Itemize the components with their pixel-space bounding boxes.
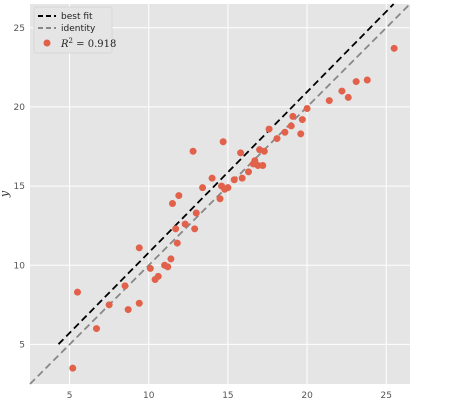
x-tick-label: 20 <box>301 391 313 401</box>
data-point <box>192 209 200 217</box>
data-point <box>93 325 100 333</box>
data-point <box>167 255 175 263</box>
data-point <box>344 93 352 101</box>
legend-box <box>33 6 113 54</box>
data-point <box>273 135 281 143</box>
y-tick-label: 25 <box>14 24 25 34</box>
data-point <box>208 174 216 182</box>
data-point <box>352 78 360 86</box>
data-point <box>390 44 398 52</box>
legend-identity-label: identity <box>61 24 96 34</box>
x-tick-label: 5 <box>67 391 73 401</box>
data-point <box>121 282 129 290</box>
data-point <box>69 364 77 372</box>
legend-r-superscript: 2 <box>69 37 73 45</box>
grid <box>30 4 410 384</box>
data-point <box>338 87 346 95</box>
data-point <box>303 105 311 112</box>
x-axis-ticks: 5 10 15 20 25 <box>67 391 392 401</box>
data-point <box>191 225 199 233</box>
data-point <box>173 239 181 247</box>
data-point <box>181 220 189 228</box>
data-point <box>287 122 295 130</box>
y-tick-label: 20 <box>14 103 26 113</box>
data-point <box>237 149 245 157</box>
data-point <box>199 184 207 192</box>
data-point <box>146 264 154 272</box>
data-point <box>74 288 81 296</box>
legend-r-value: = 0.918 <box>73 39 116 50</box>
x-tick-label: 25 <box>381 391 392 401</box>
data-point <box>224 184 232 192</box>
y-axis-label: y <box>0 190 11 198</box>
data-point <box>189 147 197 155</box>
data-point <box>230 176 238 184</box>
y-tick-label: 15 <box>14 182 25 192</box>
data-point <box>154 272 162 280</box>
data-point <box>363 76 371 84</box>
data-point <box>175 192 183 200</box>
data-points <box>69 44 398 372</box>
x-tick-label: 10 <box>143 391 155 401</box>
data-point <box>135 299 143 307</box>
data-point <box>260 147 268 155</box>
data-point <box>265 125 273 133</box>
fit-lines <box>29 3 411 385</box>
data-point <box>169 200 176 207</box>
data-point <box>238 174 246 182</box>
y-axis-ticks: 5 10 15 20 25 <box>14 24 26 351</box>
data-point <box>259 162 267 169</box>
data-point <box>281 128 289 136</box>
legend-points-swatch <box>43 39 51 47</box>
y-tick-label: 10 <box>14 261 26 271</box>
identity-line <box>29 3 411 385</box>
y-tick-label: 5 <box>19 340 25 350</box>
data-point <box>219 138 227 146</box>
legend-r-symbol: R <box>60 39 69 50</box>
data-point <box>245 168 252 176</box>
data-point <box>135 244 143 252</box>
data-point <box>216 195 224 203</box>
best-fit-line <box>57 3 395 345</box>
data-point <box>297 130 305 138</box>
data-point <box>289 112 297 120</box>
data-point <box>124 306 132 314</box>
data-point <box>298 116 306 124</box>
x-tick-label: 15 <box>222 391 233 401</box>
data-point <box>164 263 172 271</box>
legend-best-fit-label: best fit <box>61 12 93 22</box>
data-point <box>325 97 333 105</box>
legend: best fit identity R2 = 0.918 <box>33 6 116 54</box>
legend-points-label: R2 = 0.918 <box>60 37 116 50</box>
data-point <box>105 301 113 309</box>
data-point <box>172 225 180 233</box>
